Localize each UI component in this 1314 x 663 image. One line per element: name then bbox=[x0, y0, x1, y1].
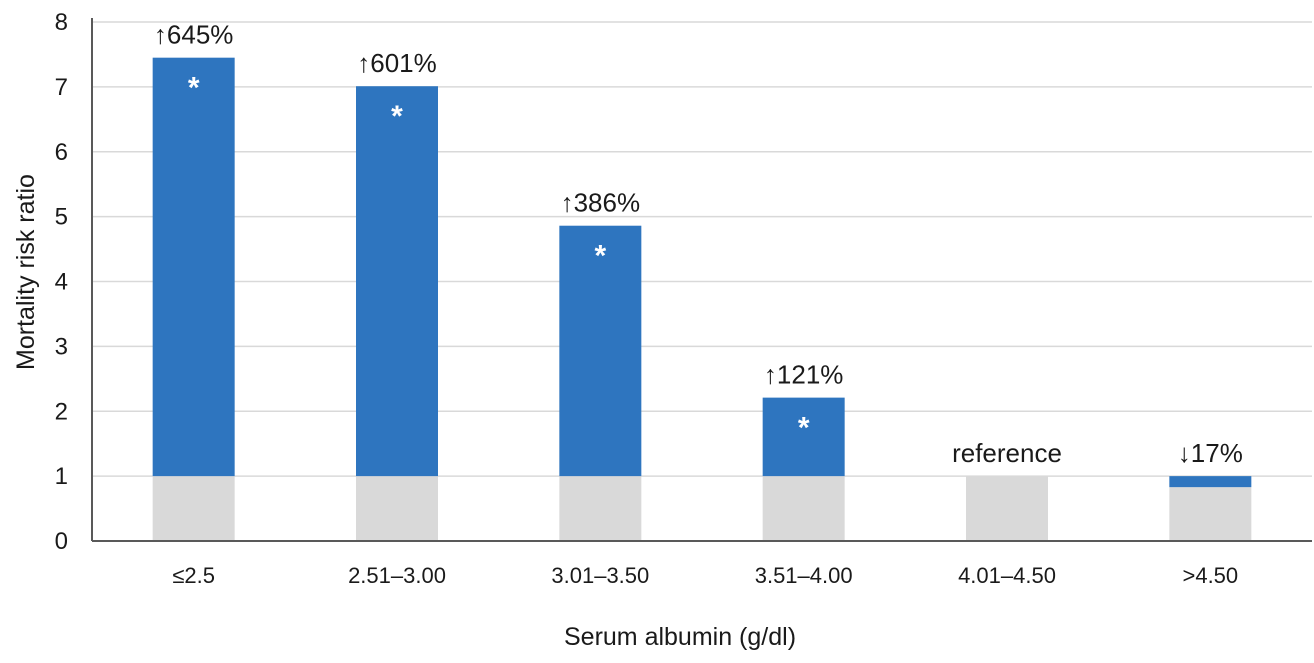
bar-value-label: reference bbox=[952, 438, 1062, 468]
y-tick-label: 1 bbox=[55, 463, 68, 490]
y-tick-label: 5 bbox=[55, 204, 68, 231]
reference-segment bbox=[1169, 487, 1252, 541]
y-tick-label: 0 bbox=[55, 528, 68, 555]
bar-value-label: ↑121% bbox=[764, 360, 844, 390]
significance-mark: * bbox=[594, 240, 606, 273]
y-tick-label: 6 bbox=[55, 139, 68, 166]
x-axis-title: Serum albumin (g/dl) bbox=[564, 623, 796, 651]
significance-mark: * bbox=[188, 72, 200, 105]
risk-segment bbox=[762, 397, 845, 477]
significance-mark: * bbox=[391, 100, 403, 133]
risk-segment bbox=[152, 57, 235, 477]
reference-segment bbox=[152, 476, 235, 541]
reference-segment bbox=[966, 476, 1048, 541]
bars bbox=[152, 57, 1252, 541]
y-tick-label: 2 bbox=[55, 398, 68, 425]
x-tick-label: ≤2.5 bbox=[172, 563, 215, 588]
reference-segment bbox=[762, 476, 845, 541]
risk-segment bbox=[1169, 476, 1252, 488]
y-tick-label: 7 bbox=[55, 74, 68, 101]
risk-segment bbox=[356, 86, 438, 477]
x-tick-label: 4.01–4.50 bbox=[958, 563, 1056, 588]
labels: 0 1 2 3 4 5 6 7 8 ↑645% * ≤2.5 ↑601% * 2.51–3.00 ↑386% *… bbox=[55, 9, 1243, 588]
significance-mark: * bbox=[798, 412, 810, 445]
axes bbox=[91, 18, 1312, 542]
reference-segment bbox=[559, 476, 642, 541]
reference-segment bbox=[356, 476, 438, 541]
x-tick-label: 3.01–3.50 bbox=[551, 563, 649, 588]
y-tick-label: 3 bbox=[55, 333, 68, 360]
risk-segment bbox=[559, 225, 642, 477]
y-axis-title: Mortality risk ratio bbox=[12, 174, 40, 370]
bar-value-label: ↑386% bbox=[561, 188, 641, 218]
y-tick-label: 8 bbox=[55, 9, 68, 36]
x-tick-label: 2.51–3.00 bbox=[348, 563, 446, 588]
x-tick-label: >4.50 bbox=[1182, 563, 1238, 588]
y-tick-label: 4 bbox=[55, 269, 68, 296]
bar-value-label: ↓17% bbox=[1178, 438, 1243, 468]
grid-lines bbox=[92, 21, 1312, 477]
bar-value-label: ↑645% bbox=[154, 20, 234, 50]
x-tick-label: 3.51–4.00 bbox=[755, 563, 853, 588]
bar-value-label: ↑601% bbox=[357, 48, 437, 78]
